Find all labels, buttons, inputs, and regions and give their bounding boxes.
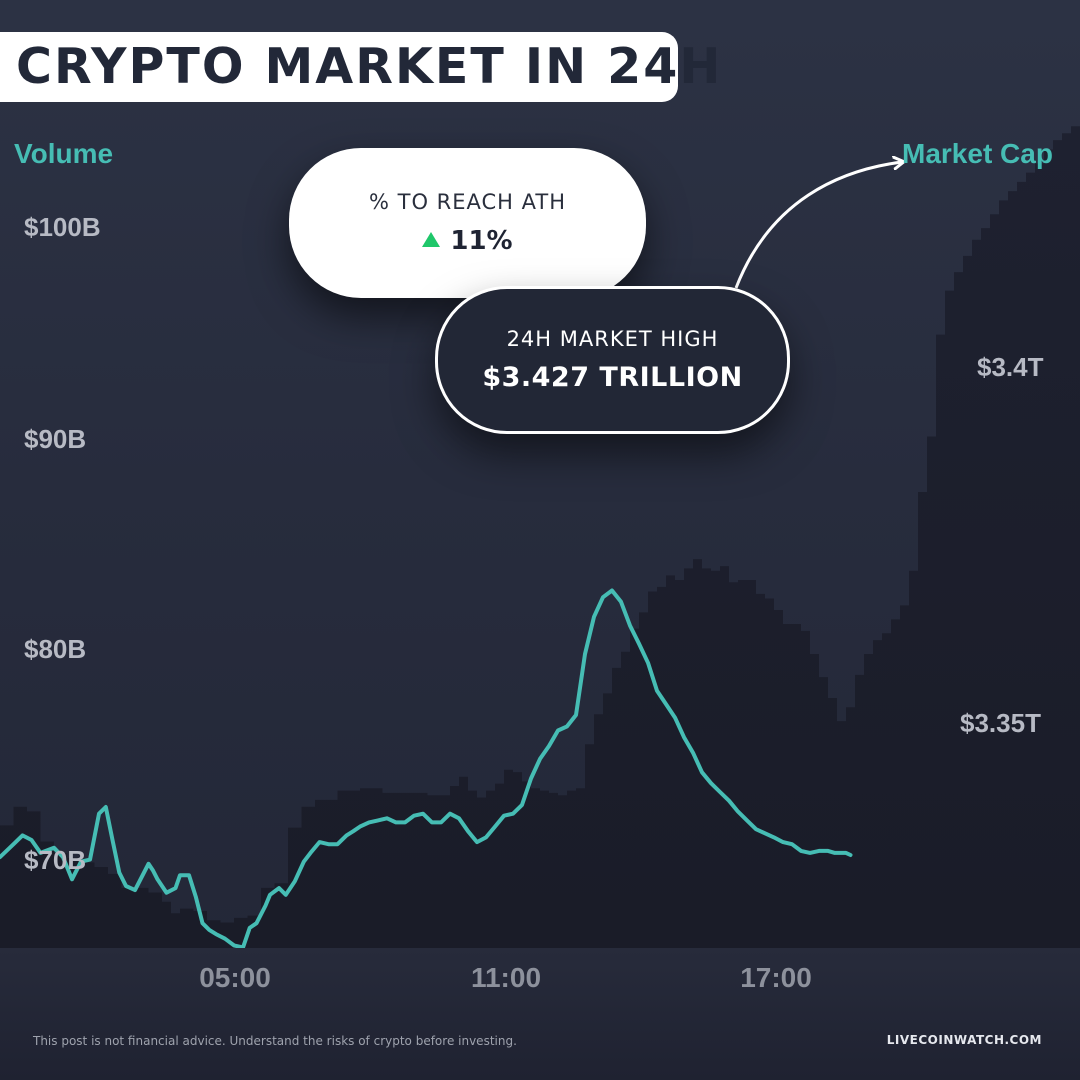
x-tick: 11:00 <box>470 962 542 993</box>
y-tick-right: $3.4T <box>977 352 1044 382</box>
market-cap-line <box>0 588 853 950</box>
volume-area-layer <box>0 117 1080 948</box>
ath-callout: % TO REACH ATH 11% <box>289 148 646 298</box>
market-high-callout: 24H MARKET HIGH $3.427 TRILLION <box>435 286 790 434</box>
x-tick: 17:00 <box>740 962 812 993</box>
market-high-value: $3.427 TRILLION <box>482 362 743 393</box>
disclaimer-text: This post is not financial advice. Under… <box>33 1034 517 1048</box>
callout-connector-arrow <box>734 162 902 289</box>
y-tick-left: $70B <box>24 845 87 875</box>
y-tick-right: $3.35T <box>960 708 1041 738</box>
ath-callout-label: % TO REACH ATH <box>368 190 566 214</box>
y-tick-left: $90B <box>24 424 87 454</box>
up-triangle-icon <box>422 232 441 247</box>
page-title: CRYPTO MARKET IN 24H <box>16 38 723 95</box>
ath-callout-value-row: 11% <box>289 226 646 256</box>
y-axis-left-title: Volume <box>14 138 114 169</box>
market-high-label: 24H MARKET HIGH <box>506 327 719 351</box>
ath-callout-value: 11% <box>450 226 513 256</box>
market-cap-line-layer <box>0 588 853 950</box>
title-banner: CRYPTO MARKET IN 24H <box>0 32 720 102</box>
brand-logo-text: LIVECOINWATCH.COM <box>886 1033 1042 1047</box>
y-tick-left: $80B <box>24 634 87 664</box>
x-tick: 05:00 <box>199 962 271 993</box>
y-tick-left: $100B <box>24 212 101 242</box>
footer-band <box>0 948 1080 1080</box>
y-axis-right-title: Market Cap <box>902 138 1053 169</box>
volume-area <box>0 117 1080 948</box>
